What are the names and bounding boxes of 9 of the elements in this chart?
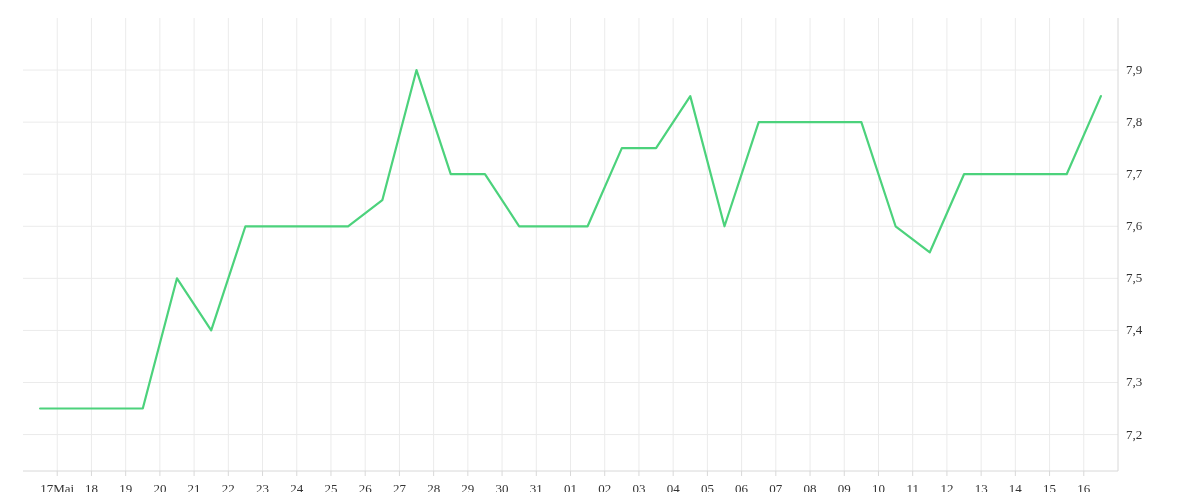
y-tick-label: 7,3 <box>1126 374 1143 390</box>
y-tick-label: 7,2 <box>1126 426 1143 442</box>
y-tick-label: 7,9 <box>1126 62 1143 78</box>
y-tick-label: 7,8 <box>1126 114 1143 130</box>
y-tick-label: 7,5 <box>1126 270 1143 286</box>
y-tick-label: 7,7 <box>1126 166 1143 182</box>
line-series <box>39 68 1102 410</box>
y-tick-label: 7,6 <box>1126 218 1143 234</box>
y-tick-label: 7,4 <box>1126 322 1143 338</box>
